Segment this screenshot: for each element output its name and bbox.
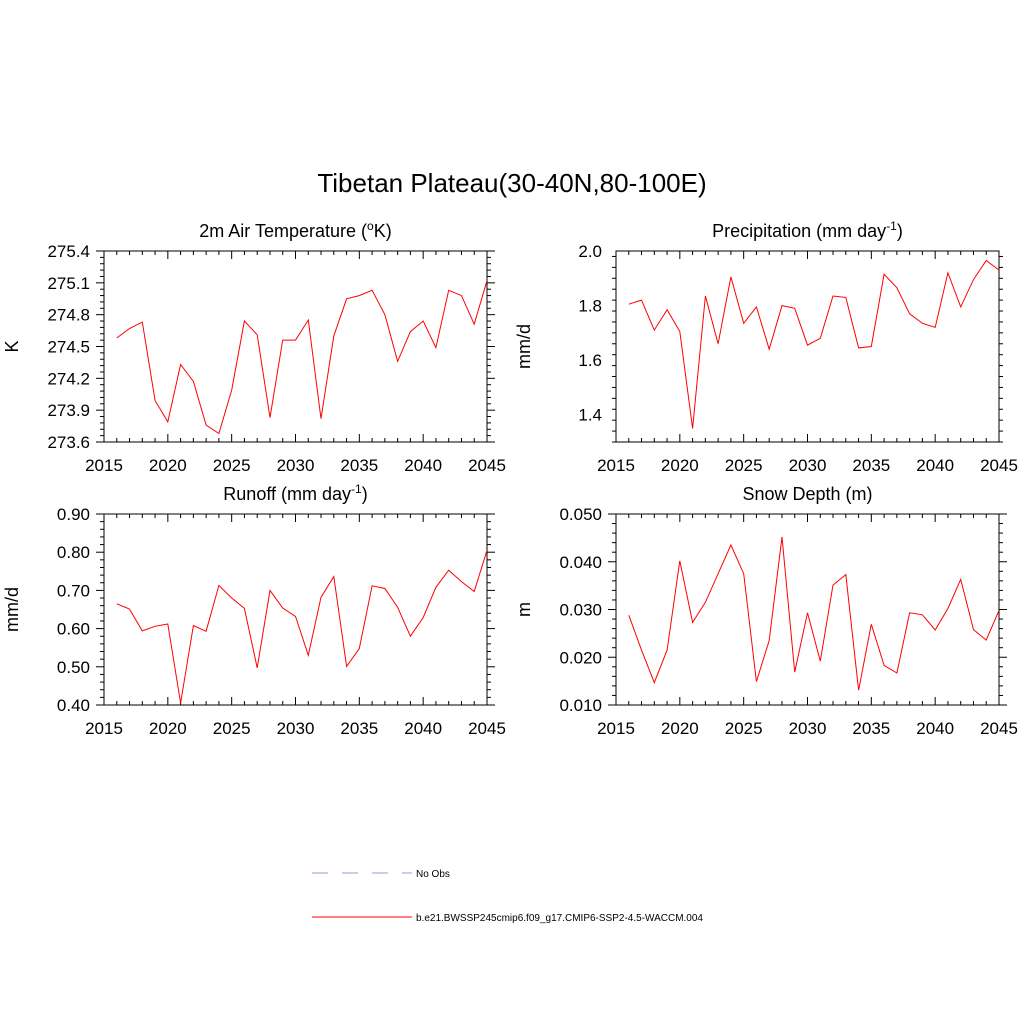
y-tick-label: 1.4 [578, 406, 602, 425]
x-tick-label: 2040 [916, 719, 954, 738]
x-tick-label: 2025 [725, 456, 763, 475]
y-tick-label: 0.60 [57, 620, 90, 639]
chart-title: Snow Depth (m) [742, 484, 872, 504]
series-line [628, 259, 999, 429]
y-tick-label: 275.1 [47, 274, 90, 293]
x-tick-label: 2020 [661, 456, 699, 475]
legend-model-label: b.e21.BWSSP245cmip6.f09_g17.CMIP6-SSP2-4… [416, 913, 703, 924]
x-tick-label: 2025 [725, 719, 763, 738]
plot-frame [615, 250, 1000, 443]
y-tick-label: 0.70 [57, 581, 90, 600]
x-tick-label: 2025 [213, 456, 251, 475]
y-tick-label: 274.5 [47, 338, 90, 357]
x-tick-label: 2045 [980, 456, 1018, 475]
y-axis-label: mm/d [2, 587, 22, 632]
y-tick-label: 273.6 [47, 433, 90, 452]
legend: No Obs b.e21.BWSSP245cmip6.f09_g17.CMIP6… [312, 869, 703, 924]
plot-frame [103, 513, 488, 706]
y-tick-label: 0.40 [57, 696, 90, 715]
x-tick-label: 2035 [340, 456, 378, 475]
x-tick-label: 2045 [468, 456, 506, 475]
y-tick-label: 274.2 [47, 369, 90, 388]
x-tick-label: 2020 [149, 719, 187, 738]
x-tick-label: 2030 [277, 719, 315, 738]
x-tick-label: 2030 [789, 719, 827, 738]
y-tick-label: 1.6 [578, 351, 602, 370]
x-tick-label: 2020 [149, 456, 187, 475]
x-tick-label: 2020 [661, 719, 699, 738]
plot-frame [615, 513, 1000, 706]
y-tick-label: 0.050 [559, 505, 602, 524]
chart-title: Runoff (mm day-1) [223, 482, 367, 504]
y-tick-label: 1.8 [578, 297, 602, 316]
chart-title: 2m Air Temperature (oK) [199, 219, 391, 241]
series-line [116, 280, 487, 435]
y-tick-label: 0.040 [559, 553, 602, 572]
x-tick-label: 2035 [852, 456, 890, 475]
x-tick-label: 2035 [340, 719, 378, 738]
y-tick-label: 275.4 [47, 242, 90, 261]
y-tick-label: 0.020 [559, 648, 602, 667]
x-tick-label: 2025 [213, 719, 251, 738]
y-tick-label: 0.030 [559, 601, 602, 620]
x-tick-label: 2030 [789, 456, 827, 475]
plot-frame [103, 250, 488, 443]
y-tick-label: 0.50 [57, 658, 90, 677]
y-tick-label: 0.80 [57, 543, 90, 562]
chart-panels: 2m Air Temperature (oK) K 2015 2020 2025 2030… [2, 219, 1018, 738]
y-axis-label: mm/d [514, 324, 534, 369]
y-tick-label: 273.9 [47, 401, 90, 420]
x-tick-label: 2015 [85, 456, 123, 475]
chart-runoff: Runoff (mm day-1) mm/d 2015 2020 2025 2030 203… [2, 482, 506, 738]
x-tick-label: 2040 [404, 719, 442, 738]
x-tick-label: 2045 [980, 719, 1018, 738]
y-tick-label: 2.0 [578, 242, 602, 261]
x-tick-label: 2015 [597, 719, 635, 738]
x-tick-label: 2030 [277, 456, 315, 475]
y-tick-label: 274.8 [47, 306, 90, 325]
legend-no-obs-label: No Obs [416, 869, 450, 880]
chart-snow-depth: Snow Depth (m) m 2015 2020 2025 2030 2035 2040 2… [514, 484, 1018, 738]
y-tick-label: 0.90 [57, 505, 90, 524]
figure-title: Tibetan Plateau(30-40N,80-100E) [317, 168, 707, 198]
x-tick-label: 2045 [468, 719, 506, 738]
chart-title: Precipitation (mm day-1) [712, 219, 903, 241]
series-line [628, 536, 999, 691]
x-tick-label: 2040 [404, 456, 442, 475]
y-tick-label: 0.010 [559, 696, 602, 715]
y-axis-label: K [2, 340, 22, 352]
chart-air-temperature: 2m Air Temperature (oK) K 2015 2020 2025 2030… [2, 219, 506, 475]
chart-precipitation: Precipitation (mm day-1) mm/d 2015 2020 2025… [514, 219, 1018, 475]
x-tick-label: 2040 [916, 456, 954, 475]
x-tick-label: 2035 [852, 719, 890, 738]
x-tick-label: 2015 [597, 456, 635, 475]
x-tick-label: 2015 [85, 719, 123, 738]
y-axis-label: m [514, 602, 534, 617]
series-line [116, 550, 487, 704]
